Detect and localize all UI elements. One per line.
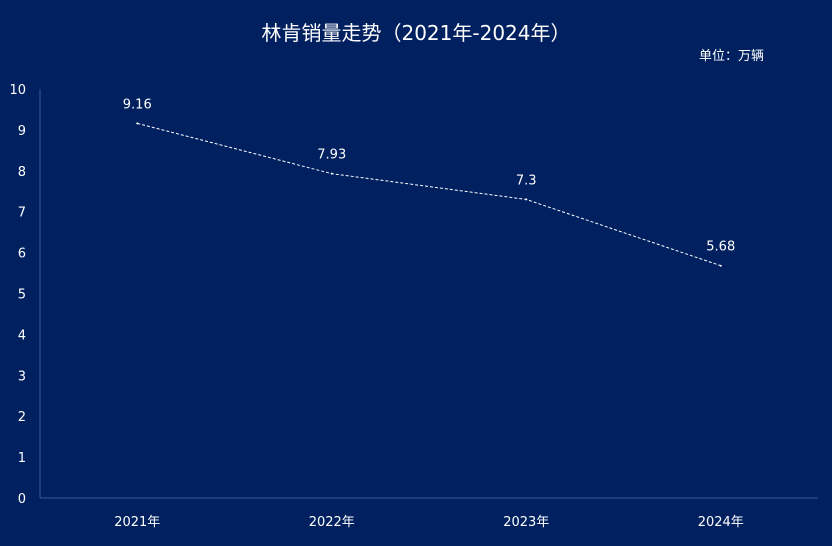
y-tick-label: 7 [18, 206, 26, 221]
y-tick-label: 8 [18, 165, 26, 180]
data-point [136, 122, 139, 125]
x-tick-label: 2023年 [503, 515, 549, 530]
y-tick-label: 10 [9, 83, 26, 98]
y-tick-label: 1 [18, 451, 26, 466]
y-tick-label: 0 [18, 492, 26, 507]
series-line [137, 122, 721, 267]
data-label: 9.16 [123, 97, 152, 112]
y-tick-label: 4 [18, 328, 26, 343]
x-tick-label: 2022年 [309, 515, 355, 530]
data-label: 7.3 [516, 173, 537, 188]
y-tick-label: 2 [18, 410, 26, 425]
data-label: 7.93 [317, 148, 346, 163]
data-point [525, 198, 528, 201]
chart-title: 林肯销量走势（2021年-2024年） [261, 21, 571, 45]
unit-label: 单位：万辆 [698, 49, 764, 64]
data-point [719, 264, 722, 267]
x-tick-label: 2021年 [114, 515, 160, 530]
x-tick-label: 2024年 [698, 515, 744, 530]
y-tick-label: 5 [18, 288, 26, 303]
y-tick-label: 9 [18, 124, 26, 139]
data-point [330, 172, 333, 175]
y-tick-label: 6 [18, 247, 26, 262]
y-tick-label: 3 [18, 369, 26, 384]
data-label: 5.68 [706, 240, 735, 255]
